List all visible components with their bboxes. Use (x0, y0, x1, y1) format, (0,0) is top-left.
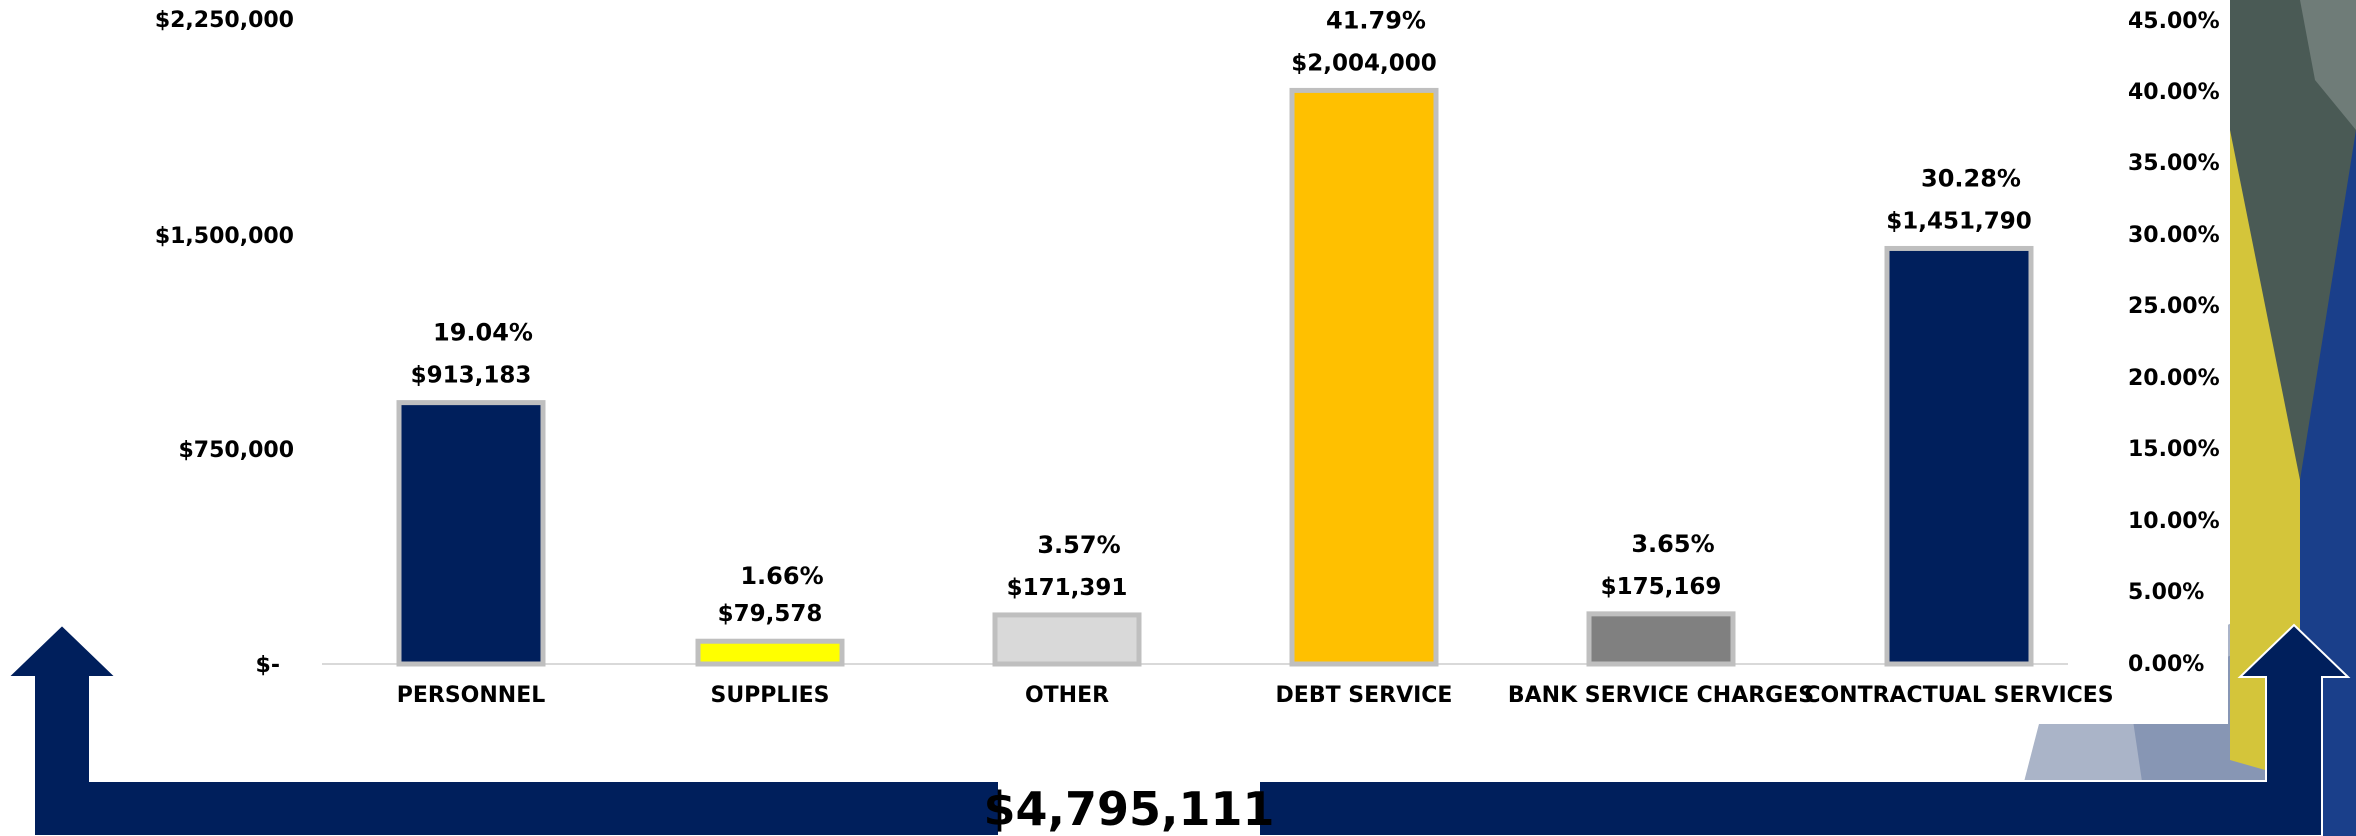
deco-gray-stripe (2300, 0, 2356, 130)
bar-contractual-services (1884, 245, 2034, 667)
percent-data-label: 30.28% (1921, 164, 2021, 192)
category-labels-group: PERSONNEL SUPPLIES OTHER DEBT SERVICE BANK S… (397, 683, 2114, 708)
y-axis-left: $2,250,000 $1,500,000 $750,000 $- (155, 8, 294, 678)
value-data-label: $175,169 (1601, 574, 1722, 600)
y2-tick-label: 15.00% (2128, 437, 2220, 462)
y-tick-label: $- (256, 653, 280, 678)
deco-yellow-wedge (2230, 130, 2300, 780)
y2-tick-label: 35.00% (2128, 151, 2220, 176)
category-label: SUPPLIES (710, 683, 829, 708)
value-data-label: $79,578 (718, 601, 823, 627)
percent-data-label: 3.65% (1631, 530, 1714, 558)
y2-tick-label: 30.00% (2128, 223, 2220, 248)
y-tick-label: $1,500,000 (155, 224, 294, 249)
percent-data-label: 3.57% (1037, 531, 1120, 559)
category-label: BANK SERVICE CHARGES (1508, 683, 1814, 708)
bar-debt-service (1289, 87, 1439, 667)
bar-supplies (695, 638, 845, 667)
y2-tick-label: 10.00% (2128, 509, 2220, 534)
value-data-label: $1,451,790 (1886, 208, 2032, 234)
percent-data-label: 19.04% (433, 319, 533, 347)
bracket-arrow-shape (5, 623, 2351, 836)
value-data-label: $171,391 (1007, 575, 1128, 601)
category-label: OTHER (1025, 683, 1109, 708)
value-data-label: $2,004,000 (1291, 50, 1437, 76)
y-axis-right: 45.00% 40.00% 35.00% 30.00% 25.00% 20.00… (2128, 9, 2220, 677)
y2-tick-label: 20.00% (2128, 366, 2220, 391)
y2-tick-label: 45.00% (2128, 9, 2220, 34)
bars-group (396, 87, 2034, 667)
deco-white-panel (0, 0, 2228, 724)
percent-data-label: 41.79% (1326, 6, 1426, 34)
category-label: CONTRACTUAL SERVICES (1804, 683, 2113, 708)
value-data-label: $913,183 (411, 363, 532, 389)
total-label-box (998, 774, 1260, 836)
percent-data-label: 1.66% (740, 562, 823, 590)
y-tick-label: $2,250,000 (155, 8, 294, 33)
total-amount-label: $4,795,111 (983, 782, 1274, 836)
total-bracket-arrow: $4,795,111 (5, 623, 2351, 836)
y-tick-label: $750,000 (178, 438, 294, 463)
data-labels-group: $913,183 19.04% $79,578 1.66% $171,391 3.57% $… (411, 6, 2032, 627)
bar-personnel (396, 400, 546, 667)
category-label: DEBT SERVICE (1276, 683, 1453, 708)
y2-tick-label: 0.00% (2128, 652, 2204, 677)
category-label: PERSONNEL (397, 683, 546, 708)
bar-bank-service-charges (1586, 611, 1736, 667)
y2-tick-label: 40.00% (2128, 80, 2220, 105)
y2-tick-label: 25.00% (2128, 294, 2220, 319)
bar-other (992, 612, 1142, 667)
y2-tick-label: 5.00% (2128, 580, 2204, 605)
